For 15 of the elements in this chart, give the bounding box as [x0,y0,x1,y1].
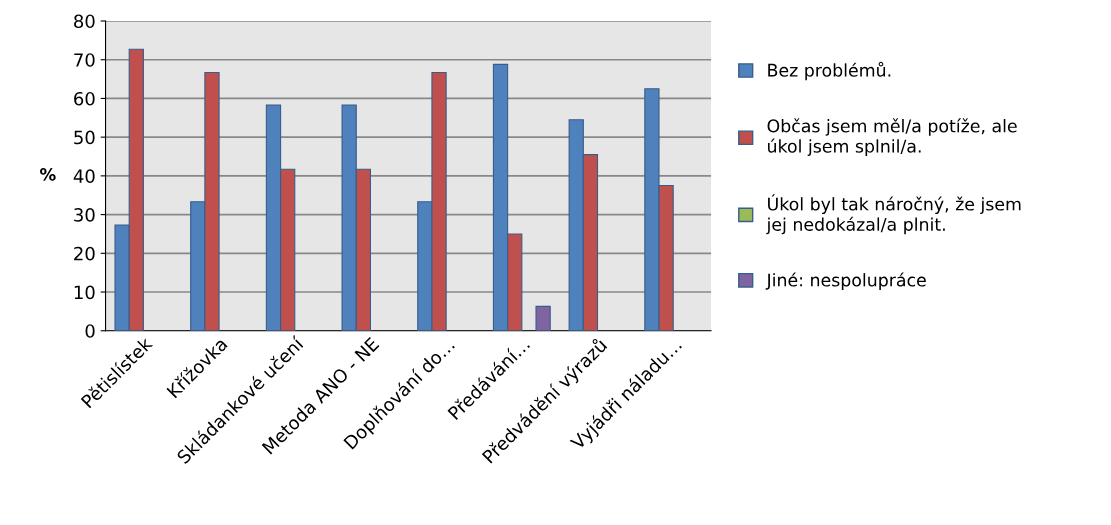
y-tick-label: 0 [85,324,95,338]
legend-label: Úkol byl tak náročný, že jsem jej nedokázal/a plnit. [766,194,1021,235]
y-tick-label: 70 [74,53,95,67]
legend-label: Jiné: nespolupráce [765,272,926,290]
y-tick-label: 20 [74,246,95,261]
y-tick-label: 40 [73,169,95,183]
bar [535,305,551,331]
legend-label: Občas jsem měl/a potíže, ale úkol jsem splnil/a. [767,118,1017,157]
y-axis-title: % [40,168,56,181]
y-tick-label: 50 [74,130,95,145]
legend-label: Bez problémů. [768,61,891,81]
y-tick-label: 10 [74,285,95,300]
y-tick-label: 80 [74,14,95,29]
y-tick-label: 30 [74,208,95,222]
y-tick-label: 60 [74,91,95,106]
